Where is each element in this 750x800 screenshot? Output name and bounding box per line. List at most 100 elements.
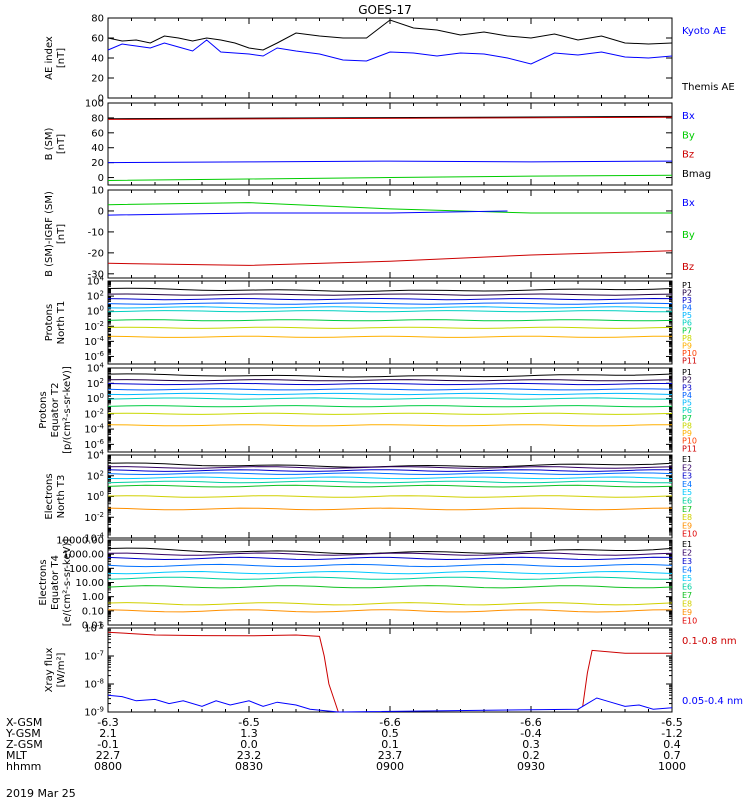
legend-entry: Bx <box>682 198 695 209</box>
flux-channel-2 <box>107 466 673 469</box>
flux-channel-6 <box>107 397 672 400</box>
y-axis-label: [nT] <box>56 48 67 68</box>
legend-entry: Bx <box>682 111 695 122</box>
footer-value: 0900 <box>376 760 404 773</box>
legend-entry: E4 <box>682 480 692 489</box>
series-bx <box>107 160 673 164</box>
flux-channel-1 <box>107 547 673 555</box>
y-tick-label: 10-2 <box>84 511 104 524</box>
y-axis-label: B (SM) <box>44 127 55 160</box>
footer-value: -0.4 <box>520 727 541 740</box>
series-0-1-0-8-nm <box>107 631 672 713</box>
legend-entry: P9 <box>682 429 692 438</box>
y-tick-label: 0 <box>98 94 104 105</box>
date-label: 2019 Mar 25 <box>6 787 76 800</box>
legend-entry: Themis AE <box>681 82 735 93</box>
legend-entry: P6 <box>682 319 692 328</box>
y-tick-label: 0.10 <box>82 606 104 617</box>
legend-entry: E1 <box>682 540 692 549</box>
footer-value: -1.2 <box>661 727 682 740</box>
y-tick-label: 10-2 <box>84 320 104 333</box>
flux-channel-6 <box>107 576 672 580</box>
legend-entry: P3 <box>682 383 692 392</box>
footer-value: 0.0 <box>240 738 258 751</box>
footer-value: 0830 <box>235 760 263 773</box>
footer-value: 0800 <box>94 760 122 773</box>
flux-channel-5 <box>107 476 673 480</box>
flux-channel-7 <box>107 585 673 589</box>
footer-value: 0.5 <box>381 727 399 740</box>
flux-channel-5 <box>107 570 673 575</box>
series-bx <box>107 210 508 216</box>
panel-8: 10-6 10-7 10-8 10-9 Xray flux [W/m²] 0.1-0.8 n… <box>44 622 743 719</box>
legend-entry: E5 <box>682 488 692 497</box>
y-tick-label: 104 <box>87 362 105 375</box>
y-tick-label: 10-4 <box>84 335 104 348</box>
legend-entry: P10 <box>682 437 697 446</box>
y-axis-label: North T1 <box>56 301 67 345</box>
y-axis-label: AE index <box>44 36 55 80</box>
y-tick-label: 10.00 <box>75 578 104 589</box>
y-tick-label: 100 <box>87 392 104 405</box>
y-tick-label: 60 <box>91 34 104 45</box>
legend-entry: P7 <box>682 326 692 335</box>
y-axis-label: B (SM)-IGRF (SM) <box>44 191 55 277</box>
y-tick-label: 10-8 <box>84 678 104 691</box>
y-tick-label: 100 <box>85 99 104 110</box>
footer-value: -0.1 <box>97 738 118 751</box>
flux-channel-7 <box>107 405 673 408</box>
footer-value: 0.7 <box>663 749 681 762</box>
footer-value: 1000 <box>658 760 686 773</box>
legend-entry: Kyoto AE <box>682 26 726 37</box>
y-axis-label: Xray flux <box>44 648 55 693</box>
flux-channel-9 <box>107 335 673 338</box>
y-axis-label: North T3 <box>56 475 67 519</box>
y-tick-label: 0.01 <box>82 621 104 632</box>
flux-channel-2 <box>107 379 673 382</box>
y-tick-label: -30 <box>88 269 104 280</box>
legend-entry: E10 <box>682 617 697 626</box>
footer-value: 1.3 <box>240 727 258 740</box>
legend-entry: P8 <box>682 334 692 343</box>
legend-entry: P3 <box>682 296 692 305</box>
y-tick-label: 10-6 <box>84 350 104 363</box>
legend-entry: 0.05-0.4 nm <box>682 696 743 707</box>
flux-channel-3 <box>107 469 672 472</box>
y-axis-label: [nT] <box>56 134 67 154</box>
legend-entry: Bz <box>682 262 694 273</box>
legend-entry: E7 <box>682 505 692 514</box>
y-tick-label: 100 <box>87 305 104 318</box>
series-themis-ae <box>107 19 673 51</box>
flux-channel-8 <box>107 326 673 329</box>
legend-entry: By <box>682 130 695 141</box>
footer-value: 0.1 <box>381 738 399 751</box>
y-axis-label: [nT] <box>56 224 67 244</box>
y-tick-label: 1000.00 <box>63 550 104 561</box>
y-tick-label: 10-6 <box>84 438 104 451</box>
y-axis-label: Protons <box>38 391 49 428</box>
footer-value: -6.5 <box>238 716 259 729</box>
legend-entry: P11 <box>682 356 697 365</box>
legend-entry: E9 <box>682 521 692 530</box>
legend-entry: P6 <box>682 406 692 415</box>
legend-entry: E3 <box>682 472 692 481</box>
panel-frame <box>107 102 673 186</box>
y-tick-label: 102 <box>87 290 104 303</box>
y-axis-label: Electrons <box>44 473 55 519</box>
flux-channel-4 <box>107 302 673 305</box>
legend-entry: P5 <box>682 399 692 408</box>
footer-value: 23.2 <box>237 749 262 762</box>
panel-frame <box>107 627 673 713</box>
y-tick-label: 10000.00 <box>56 536 104 547</box>
flux-channel-6 <box>107 310 672 313</box>
flux-channel-4 <box>107 563 673 568</box>
flux-channel-3 <box>107 556 673 561</box>
series-bz <box>107 250 673 266</box>
panel-1: 0 20 40 60 80 AE index [nT] Kyoto AE Themis AE <box>44 14 735 105</box>
series-by <box>107 174 673 181</box>
panel-7: 10000.00 1000.00 100.00 10.00 1.00 0.10 0.01 El… <box>38 536 697 632</box>
y-tick-label: 20 <box>91 74 104 85</box>
flux-channel-9 <box>107 609 673 613</box>
